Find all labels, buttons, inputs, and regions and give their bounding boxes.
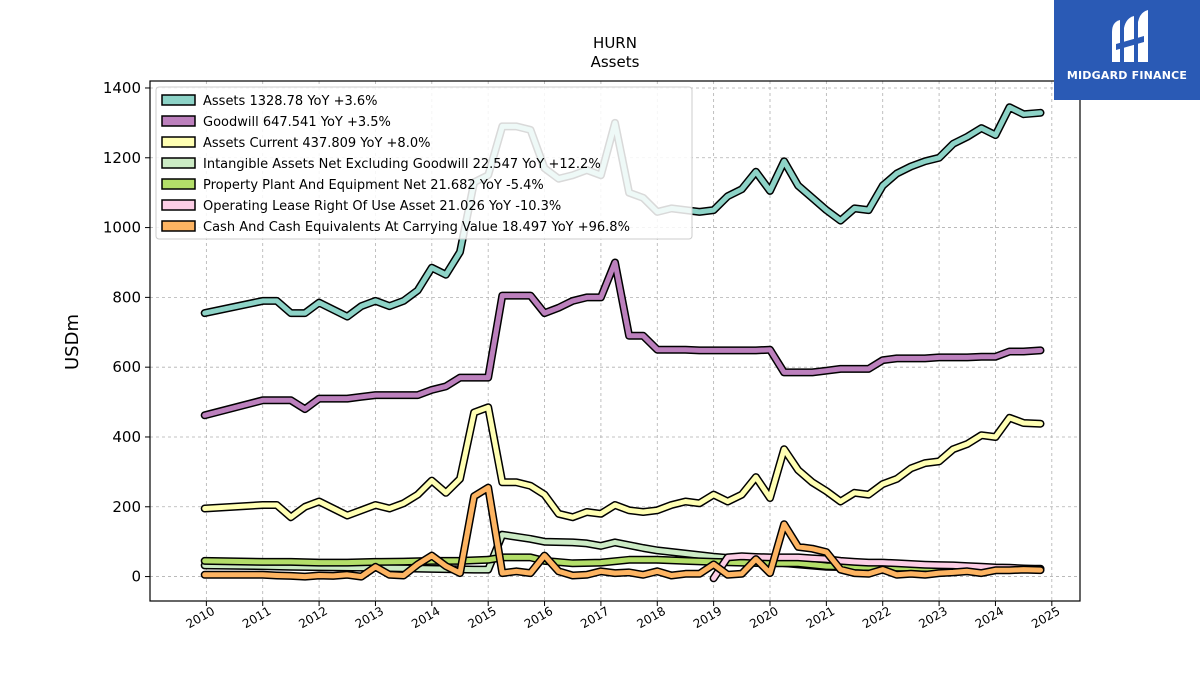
y-tick-label: 800 xyxy=(112,288,141,306)
brand-name: MIDGARD FINANCE xyxy=(1066,69,1188,82)
series-line-2 xyxy=(202,404,1043,520)
brand-logo: MIDGARD FINANCE xyxy=(1054,0,1200,100)
series-line-6 xyxy=(202,485,1043,580)
legend-swatch xyxy=(161,199,196,211)
x-tick-label: 2015 xyxy=(465,604,498,631)
y-axis-ticks: 0 200 400 600 800 1000 1200 1400 xyxy=(103,79,150,586)
legend-label: Assets 1328.78 YoY +3.6% xyxy=(203,94,378,109)
x-tick-label: 2023 xyxy=(916,604,949,631)
x-tick-label: 2010 xyxy=(184,604,217,631)
x-tick-label: 2020 xyxy=(747,604,780,631)
legend-label: Cash And Cash Equivalents At Carrying Va… xyxy=(203,220,630,235)
y-tick-label: 600 xyxy=(112,358,141,376)
brand-mark-icon xyxy=(1112,10,1148,62)
legend-swatch xyxy=(161,94,196,106)
y-tick-label: 1200 xyxy=(103,149,141,167)
y-tick-label: 0 xyxy=(131,568,141,586)
x-tick-label: 2017 xyxy=(578,604,611,631)
legend-label: Assets Current 437.809 YoY +8.0% xyxy=(203,136,430,151)
x-tick-label: 2016 xyxy=(522,604,555,631)
legend-swatch xyxy=(161,220,196,232)
x-tick-label: 2012 xyxy=(296,604,329,631)
x-tick-label: 2011 xyxy=(240,604,273,631)
chart-subtitle: Assets xyxy=(591,53,640,71)
legend-label: Goodwill 647.541 YoY +3.5% xyxy=(203,115,391,130)
y-tick-label: 200 xyxy=(112,498,141,516)
y-tick-label: 1400 xyxy=(103,79,141,97)
y-axis-label: USDm xyxy=(62,314,83,370)
legend-swatch xyxy=(161,157,196,169)
x-tick-label: 2025 xyxy=(1029,604,1062,631)
x-axis-ticks: 2010 2011 2012 2013 2014 2015 2016 2017 2018 2019… xyxy=(184,601,1063,631)
series-line-5 xyxy=(711,553,1043,581)
x-tick-label: 2013 xyxy=(353,604,386,631)
legend-swatch xyxy=(161,115,196,127)
x-tick-label: 2024 xyxy=(973,604,1006,631)
y-tick-label: 1000 xyxy=(103,219,141,237)
x-tick-label: 2021 xyxy=(804,604,837,631)
x-tick-label: 2014 xyxy=(409,604,442,631)
x-tick-label: 2018 xyxy=(635,604,668,631)
chart-title-group: HURN Assets xyxy=(591,34,640,71)
chart-title: HURN xyxy=(593,34,637,52)
legend-label: Operating Lease Right Of Use Asset 21.02… xyxy=(203,199,561,214)
legend-swatch xyxy=(161,136,196,148)
y-tick-label: 400 xyxy=(112,428,141,446)
x-tick-label: 2019 xyxy=(691,604,724,631)
legend-label: Property Plant And Equipment Net 21.682 … xyxy=(203,178,544,193)
legend-label: Intangible Assets Net Excluding Goodwill… xyxy=(203,157,601,172)
legend-swatch xyxy=(161,178,196,190)
plot-frame xyxy=(149,80,1081,602)
legend-box xyxy=(155,86,693,240)
legend: Assets 1328.78 YoY +3.6% Goodwill 647.541… xyxy=(155,86,693,240)
series-line-1 xyxy=(202,260,1043,418)
series-outline-1 xyxy=(200,258,1045,420)
x-tick-label: 2022 xyxy=(860,604,893,631)
series-outline-2 xyxy=(200,403,1045,522)
